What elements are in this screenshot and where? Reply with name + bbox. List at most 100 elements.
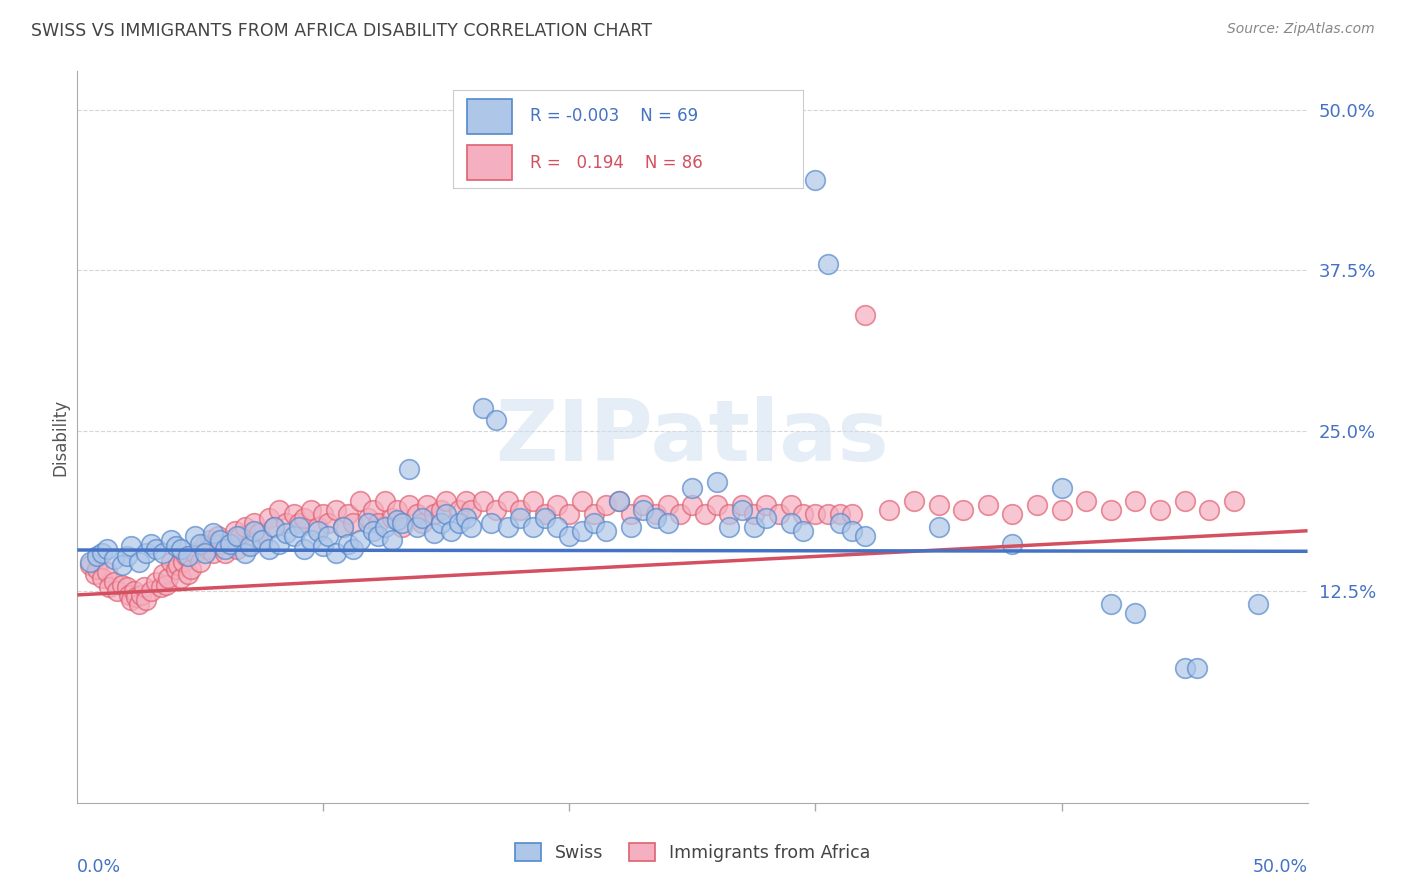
- Point: [381, 533, 404, 547]
- Point: [312, 539, 335, 553]
- Point: [456, 511, 478, 525]
- Point: [207, 529, 229, 543]
- Point: [366, 529, 388, 543]
- Point: [135, 593, 157, 607]
- Point: [374, 520, 396, 534]
- Point: [830, 507, 852, 521]
- Point: [292, 511, 315, 525]
- Point: [479, 516, 502, 530]
- Point: [128, 555, 150, 569]
- Point: [522, 520, 544, 534]
- Legend: Swiss, Immigrants from Africa: Swiss, Immigrants from Africa: [506, 835, 879, 871]
- Point: [595, 498, 617, 512]
- Point: [214, 545, 236, 559]
- Point: [243, 516, 266, 530]
- Point: [509, 511, 531, 525]
- Point: [1026, 498, 1049, 512]
- Point: [201, 526, 224, 541]
- Point: [226, 529, 249, 543]
- Point: [263, 520, 285, 534]
- Point: [633, 503, 655, 517]
- Point: [693, 507, 716, 521]
- Point: [817, 257, 839, 271]
- Point: [325, 545, 347, 559]
- Point: [682, 482, 704, 496]
- Point: [128, 597, 150, 611]
- Point: [180, 562, 202, 576]
- Point: [283, 529, 305, 543]
- Point: [546, 498, 568, 512]
- Text: ZIPatlas: ZIPatlas: [495, 395, 890, 479]
- Point: [595, 524, 617, 538]
- Point: [411, 511, 433, 525]
- Point: [288, 520, 311, 534]
- Point: [1149, 503, 1171, 517]
- Point: [534, 507, 557, 521]
- Point: [184, 529, 207, 543]
- Point: [1099, 597, 1122, 611]
- Point: [620, 507, 643, 521]
- Point: [263, 520, 285, 534]
- Point: [132, 580, 155, 594]
- Point: [111, 577, 132, 591]
- Point: [332, 520, 354, 534]
- Point: [233, 545, 256, 559]
- Point: [472, 401, 495, 415]
- Point: [165, 539, 187, 553]
- Point: [219, 536, 242, 550]
- Point: [1125, 494, 1147, 508]
- Point: [607, 494, 630, 508]
- Point: [318, 516, 340, 530]
- Point: [342, 541, 364, 556]
- Point: [172, 555, 194, 569]
- Point: [243, 524, 266, 538]
- Point: [141, 584, 163, 599]
- Point: [150, 580, 173, 594]
- Point: [357, 511, 380, 525]
- Point: [200, 533, 222, 547]
- Point: [1174, 494, 1197, 508]
- Point: [155, 577, 177, 591]
- Point: [1185, 661, 1208, 675]
- Point: [226, 541, 249, 556]
- Point: [152, 545, 174, 559]
- Point: [214, 541, 236, 556]
- Point: [607, 494, 630, 508]
- Point: [103, 552, 125, 566]
- Point: [118, 588, 141, 602]
- Point: [706, 498, 728, 512]
- Point: [308, 520, 330, 534]
- Point: [105, 584, 128, 599]
- Point: [233, 520, 256, 534]
- Point: [430, 516, 453, 530]
- Point: [644, 507, 666, 521]
- Point: [361, 524, 384, 538]
- Point: [228, 529, 252, 543]
- Text: 50.0%: 50.0%: [1253, 858, 1308, 876]
- Point: [430, 503, 453, 517]
- Text: Source: ZipAtlas.com: Source: ZipAtlas.com: [1227, 22, 1375, 37]
- Point: [121, 593, 143, 607]
- Point: [1001, 507, 1024, 521]
- Point: [337, 536, 360, 550]
- Point: [509, 503, 531, 517]
- Point: [250, 533, 273, 547]
- Point: [357, 516, 380, 530]
- Point: [391, 516, 413, 530]
- Point: [86, 562, 108, 576]
- Point: [928, 520, 950, 534]
- Point: [170, 541, 193, 556]
- Point: [398, 462, 420, 476]
- Point: [440, 524, 463, 538]
- Point: [903, 494, 925, 508]
- Point: [731, 503, 754, 517]
- Point: [325, 503, 347, 517]
- Point: [385, 503, 409, 517]
- Point: [1001, 536, 1024, 550]
- Point: [121, 539, 143, 553]
- Point: [447, 516, 470, 530]
- Text: 0.0%: 0.0%: [77, 858, 121, 876]
- Point: [337, 507, 360, 521]
- Point: [160, 533, 183, 547]
- Point: [299, 503, 322, 517]
